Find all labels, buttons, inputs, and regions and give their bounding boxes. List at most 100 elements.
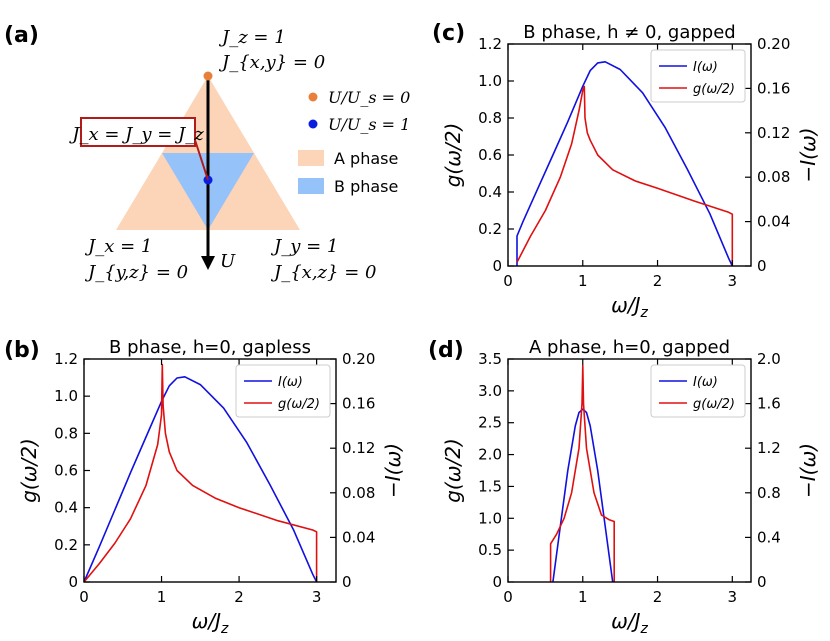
y-left-tick-label-d-0: 0 [492,573,502,591]
legend-dot-blue [308,119,318,129]
iso-point-box [80,117,196,147]
x-axis-label-b: ω/Jz [192,609,229,637]
charts-group: (c) B phase, h ≠ 0, gapped 0 1 2 3 0 0.2 0.4 0.6 0… [4,21,820,637]
y-right-tick-label-d-4: 1.6 [757,395,781,413]
right-vertex-line2: J_{x,z} = 0 [270,262,376,283]
panel-label-c: (c) [432,21,465,46]
y-left-tick-label-d-6: 3.0 [478,382,502,400]
y-left-tick-label-b-4: 0.8 [54,424,78,442]
y-left-axis-label-c: g(ω/2) [441,123,465,188]
legend-entry-d-1: g(ω/2) [693,397,735,412]
right-vertex-line1: J_y = 1 [270,236,338,257]
x-tick-label-d-2: 2 [653,588,663,606]
y-right-axis-label-b: −I(ω) [381,443,405,498]
series-line-d-1 [549,364,616,582]
series-line-b-0 [83,375,318,583]
x-tick-label-b-1: 1 [157,588,167,606]
y-left-tick-label-d-1: 0.5 [478,541,502,559]
y-left-tick-label-d-3: 1.5 [478,477,502,495]
y-right-axis-label-c: −I(ω) [796,127,820,182]
phase-legend: U/U_s = 0 U/U_s = 1 A phase B phase [298,88,410,196]
y-right-tick-label-b-4: 0.16 [342,395,375,413]
y-left-tick-label-c-1: 0.2 [478,220,502,238]
y-right-tick-label-b-0: 0 [342,573,352,591]
x-tick-label-c-0: 0 [503,272,513,290]
chart-title-b: B phase, h=0, gapless [109,337,311,358]
left-vertex-line1: J_x = 1 [84,236,152,257]
y-left-tick-label-c-3: 0.6 [478,146,502,164]
plot-frame-d [507,358,752,583]
phase-diagram-panel: (a) U J_x = J_y = J_z J_z = 1 J_{x,y} = … [4,23,410,283]
series-line-c-0 [516,60,734,267]
left-vertex-line2: J_{y,z} = 0 [84,262,188,283]
legend-label-u1: U/U_s = 1 [328,115,410,134]
y-right-tick-label-c-1: 0.04 [757,213,790,231]
legend-dot-orange [308,92,318,102]
legend-box-b [235,364,331,418]
legend-entry-c-1: g(ω/2) [693,82,735,97]
legend-patch-a [298,150,324,166]
y-left-tick-label-c-5: 1.0 [478,72,502,90]
series-line-b-1 [83,363,318,583]
start-point-dot [203,71,213,81]
chart-panel-b: (b) B phase, h=0, gapless 0 1 2 3 0 0.2 0.4 0.6 0.… [4,337,405,637]
iso-point-pointer [194,139,209,181]
y-right-tick-label-c-2: 0.08 [757,168,790,186]
y-right-tick-label-d-1: 0.4 [757,528,781,546]
y-right-axis-label-d: −I(ω) [796,443,820,498]
x-tick-label-d-3: 3 [728,588,738,606]
y-right-tick-label-b-3: 0.12 [342,439,375,457]
y-left-tick-label-b-0: 0 [68,573,78,591]
y-left-tick-label-b-2: 0.4 [54,499,78,517]
chart-title-c: B phase, h ≠ 0, gapped [523,22,735,43]
top-vertex-line2: J_{x,y} = 0 [218,52,325,73]
legend-label-u0: U/U_s = 0 [328,88,410,107]
x-tick-label-b-0: 0 [79,588,89,606]
u-arrow-head [201,256,215,270]
x-tick-label-b-3: 3 [312,588,322,606]
y-right-tick-label-c-3: 0.12 [757,124,790,142]
legend-entry-d-0: I(ω) [693,375,718,390]
y-left-tick-label-c-6: 1.2 [478,35,502,53]
legend-entry-b-1: g(ω/2) [278,397,320,412]
y-right-tick-label-c-4: 0.16 [757,79,790,97]
y-right-tick-label-b-2: 0.08 [342,484,375,502]
legend-patch-b [298,178,324,194]
y-right-tick-label-c-0: 0 [757,257,767,275]
legend-box-c [650,49,746,103]
y-left-tick-label-d-2: 1.0 [478,509,502,527]
legend-box-d [650,364,746,418]
panel-label-b: (b) [4,338,40,363]
y-left-tick-label-b-6: 1.2 [54,350,78,368]
y-left-tick-label-d-5: 2.5 [478,414,502,432]
legend-entry-c-0: I(ω) [693,60,718,75]
arrow-label-u: U [220,251,236,272]
iso-point-label: J_x = J_y = J_z [68,124,204,145]
chart-title-d: A phase, h=0, gapped [529,337,730,358]
y-left-tick-label-b-3: 0.6 [54,462,78,480]
legend-entry-b-0: I(ω) [278,375,303,390]
x-tick-label-b-2: 2 [234,588,244,606]
y-right-tick-label-d-5: 2.0 [757,350,781,368]
y-left-axis-label-b: g(ω/2) [17,438,41,503]
x-axis-label-c: ω/Jz [611,293,648,321]
y-right-tick-label-d-3: 1.2 [757,439,781,457]
x-tick-label-c-3: 3 [728,272,738,290]
x-tick-label-d-1: 1 [578,588,588,606]
x-axis-label-d: ω/Jz [611,609,648,637]
x-tick-label-c-2: 2 [653,272,663,290]
x-tick-label-c-1: 1 [578,272,588,290]
y-left-tick-label-d-4: 2.0 [478,446,502,464]
series-line-c-1 [516,85,734,266]
series-line-d-0 [552,408,614,583]
x-tick-label-d-0: 0 [503,588,513,606]
top-vertex-line1: J_z = 1 [218,27,286,48]
y-left-tick-label-b-5: 1.0 [54,387,78,405]
y-left-tick-label-b-1: 0.2 [54,536,78,554]
y-right-tick-label-c-5: 0.20 [757,35,790,53]
legend-label-b-phase: B phase [334,177,398,196]
y-left-tick-label-c-4: 0.8 [478,109,502,127]
chart-panel-c: (c) B phase, h ≠ 0, gapped 0 1 2 3 0 0.2 0.4 0.6 0… [432,21,820,321]
y-right-tick-label-d-0: 0 [757,573,767,591]
